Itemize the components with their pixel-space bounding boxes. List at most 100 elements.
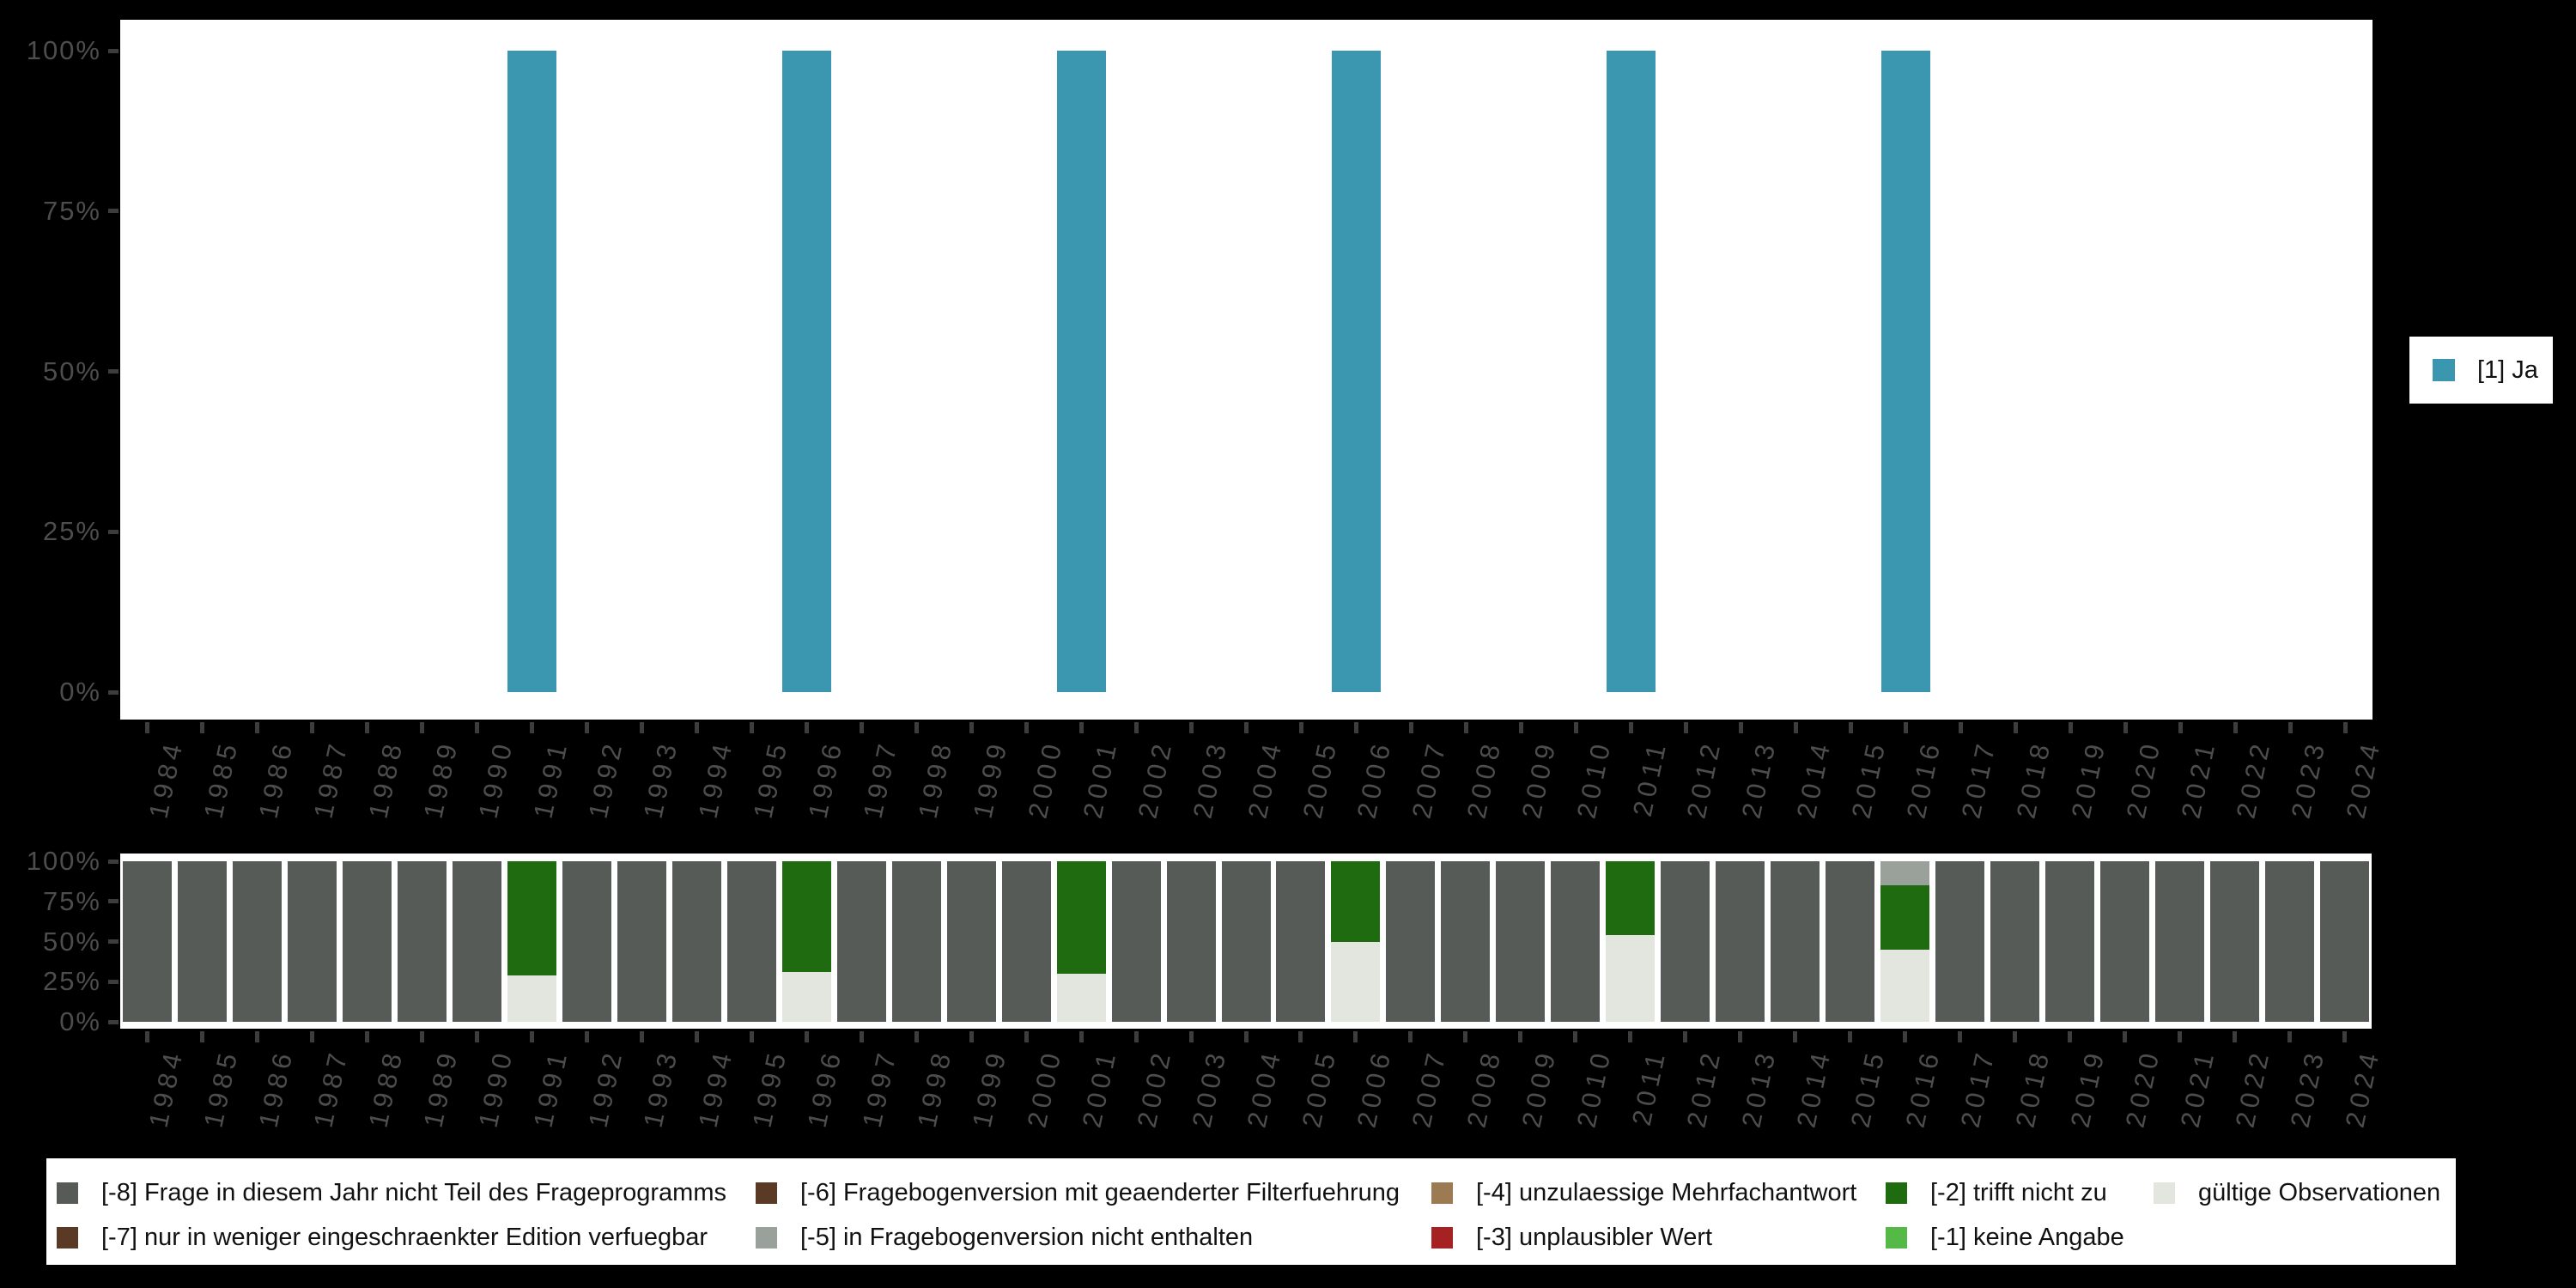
legend-item-m2: [-2] trifft nicht zu: [1886, 1178, 2107, 1206]
bar-segment-2006-valid: [1331, 941, 1381, 1022]
x-tick-mark-1995: [750, 722, 755, 733]
x-tick-mark-2011: [1628, 1031, 1633, 1042]
legend-swatch-m3: [1431, 1226, 1453, 1249]
bar-segment-2001-valid: [1056, 973, 1106, 1022]
y-tick-mark: [108, 899, 118, 904]
x-tick-mark-2017: [1958, 722, 1963, 733]
bar-segment-2013-m8: [1716, 861, 1765, 1022]
x-tick-mark-2023: [2287, 1031, 2292, 1042]
legend-label-m1: [-1] keine Angabe: [1930, 1223, 2124, 1251]
x-tick-label-text-1997: 1997: [857, 737, 903, 822]
x-tick-label-text-2000: 2000: [1021, 1046, 1068, 1131]
x-tick-label-text-2024: 2024: [2340, 737, 2387, 822]
x-tick-label-text-2001: 2001: [1077, 737, 1123, 822]
x-tick-mark-1996: [804, 1031, 809, 1042]
y-tick-mark: [108, 690, 118, 695]
x-tick-label-text-1999: 1999: [966, 1046, 1013, 1131]
y-tick-label-25%: 25%: [42, 516, 101, 547]
x-tick-mark-2002: [1133, 1031, 1139, 1042]
legend-swatch-ja: [2433, 359, 2455, 381]
bar-segment-2019-m8: [2044, 861, 2094, 1022]
x-tick-mark-2008: [1463, 722, 1468, 733]
x-tick-label-text-1995: 1995: [747, 737, 793, 822]
x-tick-label-text-2004: 2004: [1242, 737, 1288, 822]
legend-swatch-m1: [1886, 1226, 1907, 1249]
y-tick-label-0%: 0%: [59, 1006, 101, 1036]
x-tick-label-text-1994: 1994: [692, 737, 738, 822]
x-tick-label-text-1993: 1993: [637, 1046, 683, 1131]
y-tick-label-25%: 25%: [42, 966, 101, 997]
bar-segment-2018-m8: [1990, 861, 2039, 1022]
x-tick-label-text-2008: 2008: [1461, 1046, 1508, 1131]
x-tick-label-text-2014: 2014: [1790, 737, 1838, 822]
x-tick-label-text-2015: 2015: [1845, 1046, 1892, 1131]
x-tick-label-text-2005: 2005: [1297, 737, 1343, 822]
legend-label-valid: gültige Observationen: [2198, 1178, 2441, 1206]
x-tick-mark-2021: [2177, 1031, 2182, 1042]
x-tick-mark-2006: [1353, 722, 1358, 733]
top-legend: [1] Ja: [2409, 337, 2553, 404]
x-tick-label-text-2021: 2021: [2175, 737, 2222, 822]
x-tick-mark-2004: [1244, 722, 1249, 733]
x-tick-mark-2009: [1518, 1031, 1523, 1042]
x-tick-label-text-2013: 2013: [1735, 1046, 1782, 1131]
x-tick-mark-1989: [420, 1031, 425, 1042]
y-tick-label-50%: 50%: [42, 926, 101, 957]
x-tick-mark-1992: [585, 722, 590, 733]
x-tick-label-text-2003: 2003: [1186, 1046, 1233, 1131]
x-tick-mark-2016: [1903, 722, 1908, 733]
bar-segment-2016-valid: [1880, 949, 1929, 1022]
x-tick-mark-2000: [1024, 722, 1030, 733]
bar-segment-2024-m8: [2319, 861, 2369, 1022]
bar-segment-1989-m8: [398, 861, 447, 1022]
bar-segment-2009-m8: [1496, 861, 1546, 1022]
x-tick-mark-1997: [859, 1031, 864, 1042]
x-tick-label-text-2023: 2023: [2284, 1046, 2331, 1131]
x-tick-mark-1986: [255, 722, 260, 733]
bar-segment-2006-ja: [1331, 51, 1381, 692]
x-tick-label-text-1990: 1990: [472, 737, 519, 822]
bar-segment-2011-valid: [1606, 935, 1656, 1022]
x-tick-mark-1988: [365, 722, 370, 733]
x-tick-label-text-2011: 2011: [1626, 737, 1673, 819]
x-tick-label-text-2021: 2021: [2174, 1046, 2221, 1131]
x-tick-mark-1992: [585, 1031, 590, 1042]
x-tick-label-text-2006: 2006: [1352, 737, 1398, 822]
x-tick-mark-1993: [640, 1031, 645, 1042]
bar-segment-2022-m8: [2209, 861, 2259, 1022]
legend-swatch-m7: [57, 1226, 78, 1249]
x-tick-mark-1993: [640, 722, 645, 733]
x-tick-label-text-2013: 2013: [1735, 737, 1783, 822]
x-tick-mark-2018: [2012, 1031, 2017, 1042]
x-tick-label-text-2007: 2007: [1406, 1046, 1453, 1131]
bar-segment-2016-m2: [1880, 885, 1929, 950]
x-tick-mark-1990: [475, 722, 480, 733]
bar-segment-1991-ja: [507, 51, 557, 692]
x-tick-label-text-2023: 2023: [2285, 737, 2332, 822]
y-tick-mark: [108, 1019, 118, 1024]
x-tick-label-text-2009: 2009: [1516, 1046, 1562, 1131]
bar-segment-2021-m8: [2154, 861, 2204, 1022]
x-tick-mark-2011: [1628, 722, 1633, 733]
x-tick-mark-1996: [805, 722, 810, 733]
x-tick-label-text-1984: 1984: [143, 1046, 190, 1131]
x-tick-label-text-1986: 1986: [252, 1046, 300, 1131]
legend-label-m2: [-2] trifft nicht zu: [1930, 1178, 2107, 1206]
bar-segment-1996-m2: [781, 861, 831, 973]
bar-segment-1991-valid: [507, 975, 557, 1022]
y-tick-mark: [108, 529, 118, 534]
x-tick-label-text-2007: 2007: [1406, 737, 1453, 822]
x-tick-mark-2023: [2287, 722, 2293, 733]
x-tick-label-text-1985: 1985: [197, 737, 245, 822]
x-tick-mark-2012: [1683, 722, 1688, 733]
x-tick-mark-2024: [2342, 1031, 2347, 1042]
x-tick-label-text-2012: 2012: [1680, 1046, 1727, 1131]
x-tick-label-text-2002: 2002: [1131, 1046, 1178, 1131]
x-tick-mark-2004: [1243, 1031, 1249, 1042]
x-tick-mark-2003: [1189, 722, 1194, 733]
legend-label-m7: [-7] nur in weniger eingeschraenkter Edi…: [101, 1223, 708, 1251]
bar-segment-2001-ja: [1057, 51, 1107, 692]
x-tick-label-text-1989: 1989: [417, 737, 465, 822]
x-tick-mark-2012: [1683, 1031, 1688, 1042]
legend-swatch-m6: [756, 1182, 777, 1204]
